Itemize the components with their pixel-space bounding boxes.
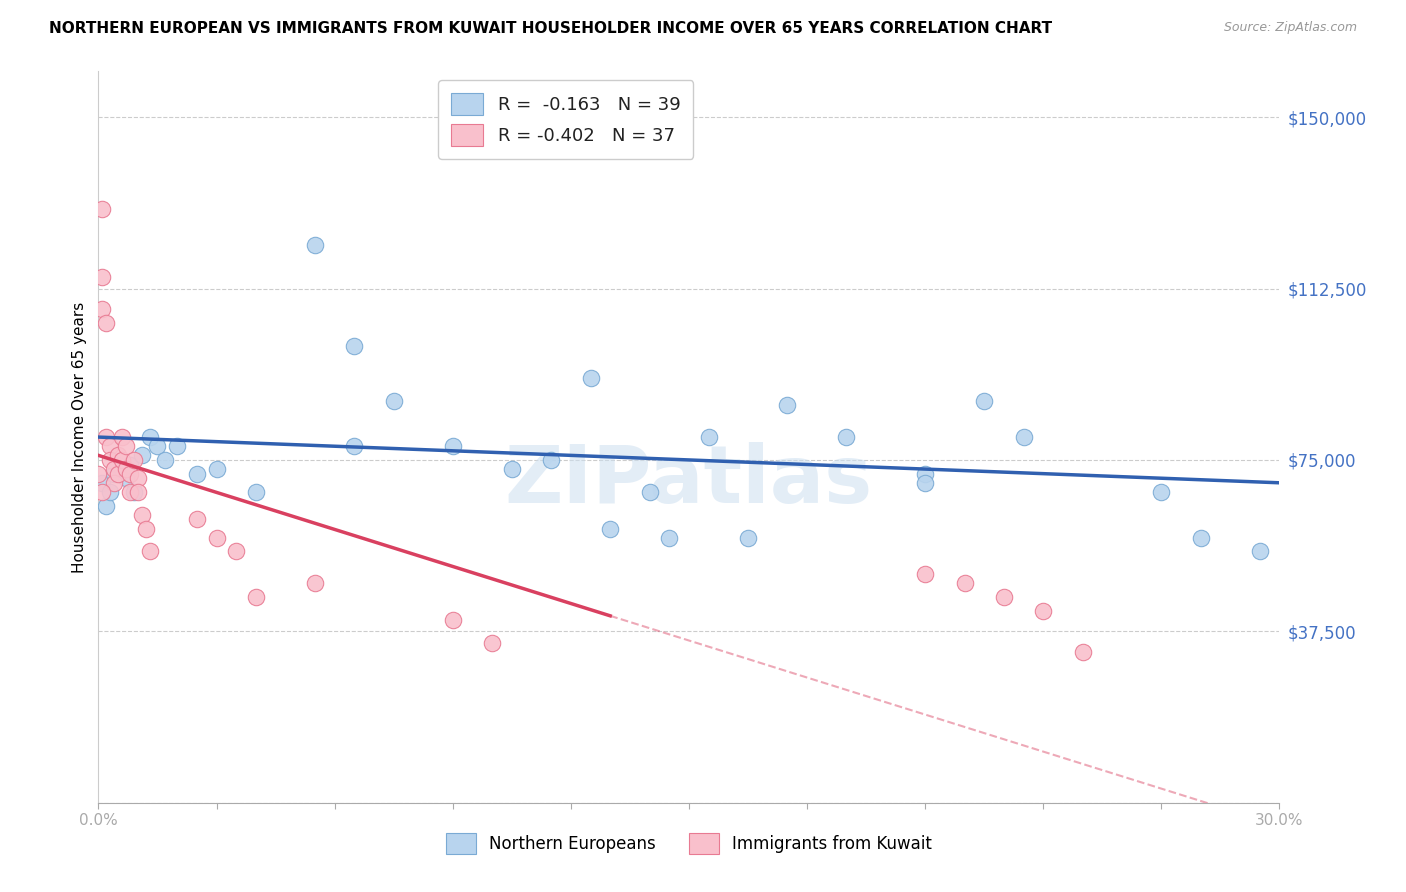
- Point: [343, 439, 366, 453]
- Point: [91, 475, 114, 490]
- Point: [382, 393, 405, 408]
- Point: [87, 467, 110, 481]
- Point: [111, 453, 134, 467]
- Point: [111, 462, 134, 476]
- Point: [343, 338, 366, 352]
- Point: [914, 467, 936, 481]
- Point: [441, 439, 464, 453]
- Point: [98, 484, 121, 499]
- Point: [540, 453, 562, 467]
- Point: [98, 439, 121, 453]
- Point: [205, 462, 228, 476]
- Text: Source: ZipAtlas.com: Source: ZipAtlas.com: [1223, 21, 1357, 35]
- Point: [115, 462, 138, 476]
- Point: [103, 475, 125, 490]
- Point: [115, 439, 138, 453]
- Text: NORTHERN EUROPEAN VS IMMIGRANTS FROM KUWAIT HOUSEHOLDER INCOME OVER 65 YEARS COR: NORTHERN EUROPEAN VS IMMIGRANTS FROM KUW…: [49, 21, 1052, 37]
- Point: [1249, 544, 1271, 558]
- Point: [91, 270, 114, 285]
- Point: [96, 499, 118, 513]
- Point: [245, 590, 267, 604]
- Point: [599, 521, 621, 535]
- Point: [138, 430, 160, 444]
- Point: [658, 531, 681, 545]
- Legend: Northern Europeans, Immigrants from Kuwait: Northern Europeans, Immigrants from Kuwa…: [439, 827, 939, 860]
- Point: [245, 484, 267, 499]
- Text: ZIPatlas: ZIPatlas: [505, 442, 873, 520]
- Point: [91, 301, 114, 317]
- Y-axis label: Householder Income Over 65 years: Householder Income Over 65 years: [72, 301, 87, 573]
- Point: [638, 484, 661, 499]
- Point: [138, 544, 160, 558]
- Point: [96, 316, 118, 330]
- Point: [166, 439, 188, 453]
- Point: [481, 636, 503, 650]
- Point: [304, 576, 326, 591]
- Point: [953, 576, 976, 591]
- Point: [135, 521, 157, 535]
- Point: [1012, 430, 1035, 444]
- Point: [835, 430, 858, 444]
- Point: [993, 590, 1015, 604]
- Point: [579, 370, 602, 384]
- Point: [103, 462, 125, 476]
- Point: [441, 613, 464, 627]
- Point: [914, 567, 936, 582]
- Point: [776, 398, 799, 412]
- Point: [115, 471, 138, 485]
- Point: [118, 458, 141, 472]
- Point: [146, 439, 169, 453]
- Point: [155, 453, 177, 467]
- Point: [737, 531, 759, 545]
- Point: [186, 512, 208, 526]
- Point: [111, 430, 134, 444]
- Point: [914, 475, 936, 490]
- Point: [96, 430, 118, 444]
- Point: [127, 484, 149, 499]
- Point: [131, 448, 153, 462]
- Point: [103, 467, 125, 481]
- Point: [91, 484, 114, 499]
- Point: [107, 467, 129, 481]
- Point: [118, 484, 141, 499]
- Point: [127, 471, 149, 485]
- Point: [122, 484, 145, 499]
- Point: [205, 531, 228, 545]
- Point: [118, 467, 141, 481]
- Point: [131, 508, 153, 522]
- Point: [91, 202, 114, 216]
- Point: [304, 238, 326, 252]
- Point: [501, 462, 523, 476]
- Point: [225, 544, 247, 558]
- Point: [973, 393, 995, 408]
- Point: [1071, 645, 1094, 659]
- Point: [1189, 531, 1212, 545]
- Point: [107, 458, 129, 472]
- Point: [186, 467, 208, 481]
- Point: [122, 453, 145, 467]
- Point: [107, 448, 129, 462]
- Point: [98, 453, 121, 467]
- Point: [1032, 604, 1054, 618]
- Point: [697, 430, 720, 444]
- Point: [1150, 484, 1173, 499]
